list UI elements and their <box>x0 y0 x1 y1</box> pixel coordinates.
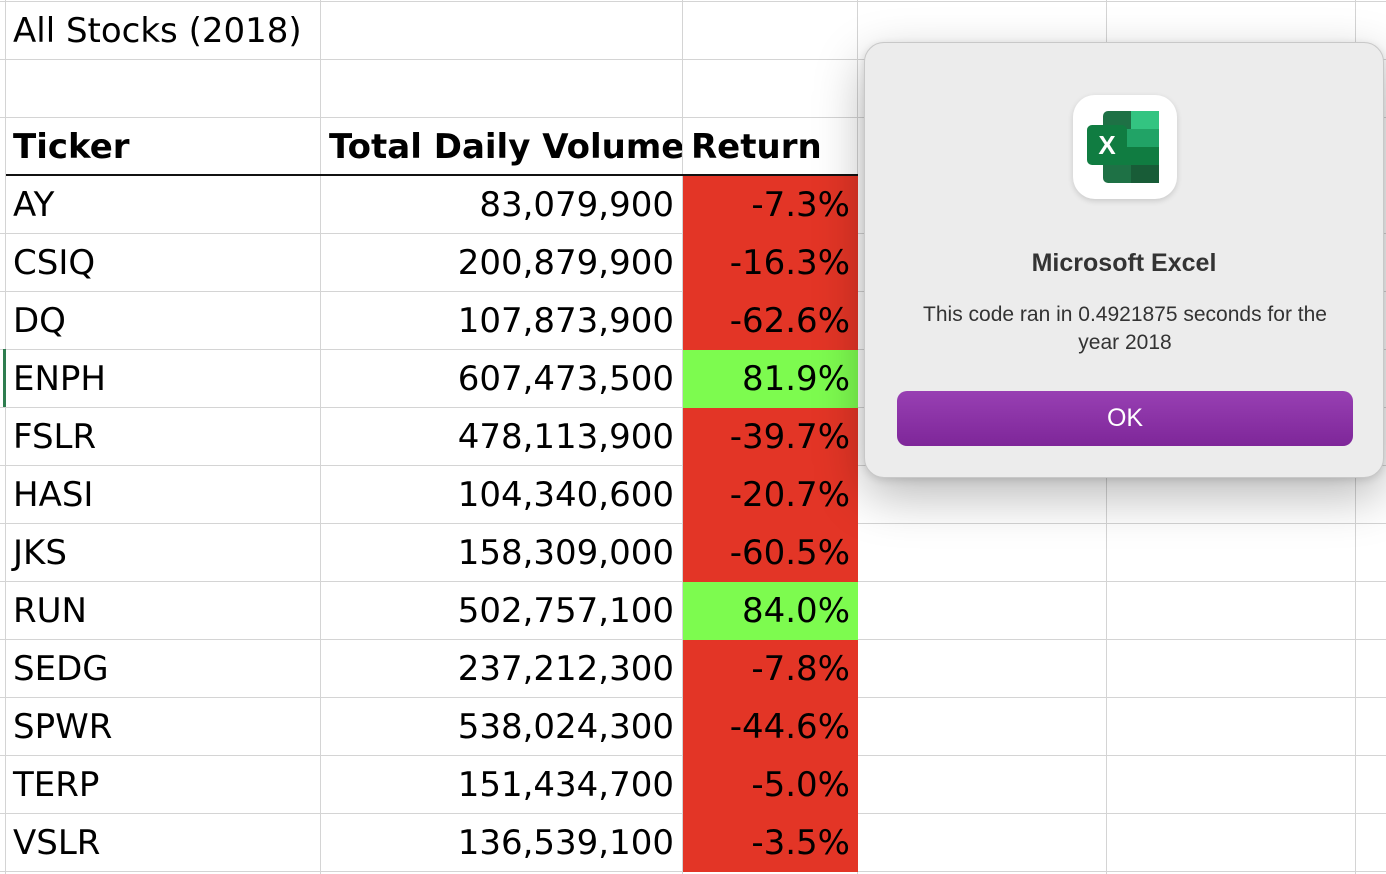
cell-ticker[interactable]: AY <box>13 185 55 225</box>
cell-return[interactable]: -16.3% <box>683 234 858 292</box>
header-bottom-border <box>6 174 858 176</box>
cell-volume[interactable]: 151,434,700 <box>457 765 674 805</box>
cell-volume[interactable]: 538,024,300 <box>457 707 674 747</box>
cell-return[interactable]: -62.6% <box>683 292 858 350</box>
cell-return[interactable]: -60.5% <box>683 524 858 582</box>
cell-ticker[interactable]: CSIQ <box>13 243 96 283</box>
cell-volume[interactable]: 83,079,900 <box>479 185 674 225</box>
dialog-title: Microsoft Excel <box>1031 249 1217 277</box>
alert-dialog: X Microsoft Excel This code ran in 0.492… <box>864 42 1384 478</box>
cell-return[interactable]: -7.3% <box>683 176 858 234</box>
cell-volume[interactable]: 107,873,900 <box>457 301 674 341</box>
header-volume[interactable]: Total Daily Volume <box>329 127 682 167</box>
cell-ticker[interactable]: SEDG <box>13 649 109 689</box>
cell-volume[interactable]: 104,340,600 <box>457 475 674 515</box>
cell-ticker[interactable]: SPWR <box>13 707 113 747</box>
svg-text:X: X <box>1098 130 1116 160</box>
cell-return[interactable]: -5.0% <box>683 756 858 814</box>
cell-ticker[interactable]: ENPH <box>13 359 106 399</box>
cell-volume[interactable]: 200,879,900 <box>457 243 674 283</box>
dialog-message: This code ran in 0.4921875 seconds for t… <box>923 303 1327 354</box>
cell-return[interactable]: -44.6% <box>683 698 858 756</box>
cell-volume[interactable]: 607,473,500 <box>457 359 674 399</box>
excel-icon: X <box>1073 95 1177 199</box>
cell-ticker[interactable]: RUN <box>13 591 87 631</box>
header-return[interactable]: Return <box>691 127 822 167</box>
cell-volume[interactable]: 237,212,300 <box>457 649 674 689</box>
ok-button[interactable]: OK <box>897 391 1353 446</box>
cell-ticker[interactable]: JKS <box>13 533 67 573</box>
cell-return[interactable]: 84.0% <box>683 582 858 640</box>
header-ticker[interactable]: Ticker <box>13 127 130 167</box>
sheet-title[interactable]: All Stocks (2018) <box>13 11 302 51</box>
cell-volume[interactable]: 502,757,100 <box>457 591 674 631</box>
cell-volume[interactable]: 158,309,000 <box>457 533 674 573</box>
cell-ticker[interactable]: VSLR <box>13 823 101 863</box>
cell-return[interactable]: 81.9% <box>683 350 858 408</box>
cell-ticker[interactable]: FSLR <box>13 417 97 457</box>
cell-return[interactable]: -39.7% <box>683 408 858 466</box>
cell-volume[interactable]: 136,539,100 <box>457 823 674 863</box>
cell-ticker[interactable]: DQ <box>13 301 66 341</box>
active-row-indicator <box>3 349 6 407</box>
cell-return[interactable]: -7.8% <box>683 640 858 698</box>
cell-ticker[interactable]: TERP <box>13 765 100 805</box>
cell-return[interactable]: -3.5% <box>683 814 858 872</box>
cell-ticker[interactable]: HASI <box>13 475 94 515</box>
cell-return[interactable]: -20.7% <box>683 466 858 524</box>
cell-volume[interactable]: 478,113,900 <box>457 417 674 457</box>
